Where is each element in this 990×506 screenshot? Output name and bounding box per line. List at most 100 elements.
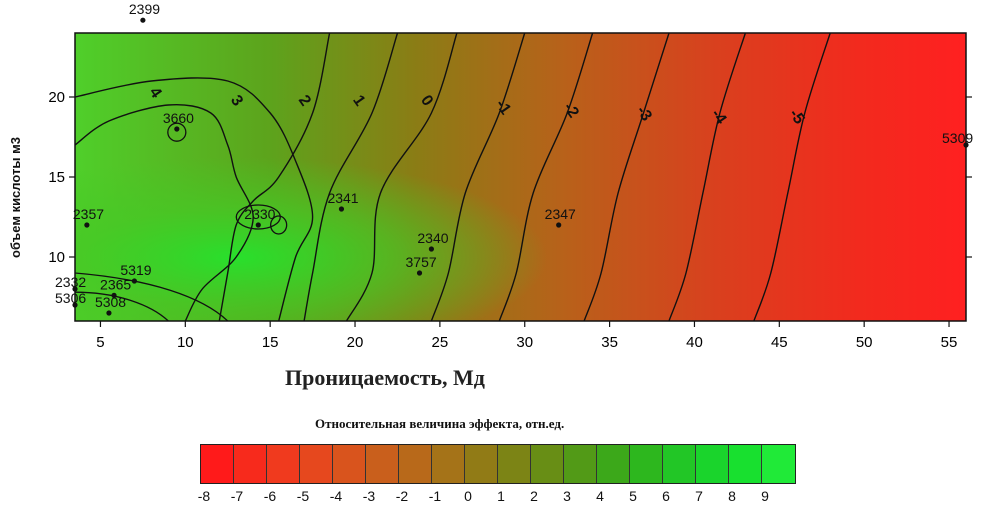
well-label: 2365 — [100, 276, 131, 292]
x-tick-label: 25 — [432, 334, 449, 351]
contour-line-5 — [75, 272, 229, 321]
closed-contour — [235, 204, 281, 230]
well-marker — [111, 292, 117, 298]
y-axis-label: объем кислоты м3 — [8, 137, 23, 258]
well-label: 5319 — [120, 262, 151, 278]
well-label: 3660 — [163, 110, 194, 126]
legend-tick-label: -6 — [263, 488, 277, 504]
well-label: 2341 — [327, 190, 358, 206]
x-tick-label: 50 — [856, 334, 873, 351]
well-label: 5306 — [55, 290, 86, 306]
well-marker — [140, 17, 146, 23]
legend-swatch — [399, 445, 432, 483]
contour-line-2 — [218, 33, 331, 321]
y-tick-label: 15 — [48, 169, 65, 186]
legend-swatch — [465, 445, 498, 483]
legend-swatch — [201, 445, 234, 483]
well-marker — [72, 286, 78, 292]
well-marker — [338, 206, 345, 212]
contour-line-1 — [303, 33, 399, 321]
legend-swatch — [333, 445, 366, 483]
color-legend — [200, 444, 796, 484]
legend-tick-label: -1 — [428, 488, 442, 504]
legend-swatch — [366, 445, 399, 483]
legend-swatch — [597, 445, 630, 483]
contour-line-6 — [75, 291, 169, 321]
well-label: 2399 — [129, 1, 160, 17]
legend-swatch — [696, 445, 729, 483]
legend-title: Относительная величина эффекта, отн.ед. — [315, 416, 565, 431]
contour-line--5 — [753, 33, 831, 321]
x-tick-label: 20 — [347, 334, 364, 351]
legend-tick-label: 9 — [761, 488, 769, 504]
legend-tick-label: -3 — [362, 488, 376, 504]
legend-tick-label: 4 — [596, 488, 604, 504]
well-marker — [131, 278, 137, 284]
contour-line--1 — [430, 33, 526, 321]
contour-line--3 — [583, 33, 670, 321]
well-label: 5309 — [942, 130, 973, 146]
well-marker — [84, 222, 90, 228]
well-label: 5308 — [95, 294, 126, 310]
legend-swatch — [564, 445, 597, 483]
legend-ticks: -8 -7 -6 -5 -4 -3 -2 -1 0 1 2 3 4 5 6 7 8 9 — [197, 488, 796, 504]
well-label: 2340 — [417, 230, 448, 246]
legend-swatch — [729, 445, 762, 483]
legend-tick-label: 0 — [464, 488, 472, 504]
contour-line-3 — [75, 77, 314, 321]
legend-tick-label: -7 — [230, 488, 244, 504]
legend-tick-label: -2 — [395, 488, 409, 504]
x-tick-label: 10 — [177, 334, 194, 351]
x-tick-label: 45 — [771, 334, 788, 351]
legend-tick-label: 7 — [695, 488, 703, 504]
x-tick-label: 5 — [96, 334, 104, 351]
well-label: 2347 — [545, 206, 576, 222]
legend-tick-label: -4 — [329, 488, 343, 504]
well-marker — [428, 246, 434, 252]
x-axis-label: Проницаемость, Мд — [285, 365, 485, 390]
legend-swatch — [663, 445, 696, 483]
contour-line-0 — [345, 33, 458, 321]
legend-tick-label: -5 — [296, 488, 310, 504]
contour-line--4 — [668, 33, 747, 321]
well-label: 2330 — [244, 206, 275, 222]
well-label: 3757 — [406, 254, 437, 270]
y-tick-label: 20 — [48, 89, 65, 106]
legend-tick-label: 8 — [728, 488, 736, 504]
legend-swatch — [234, 445, 267, 483]
x-tick-label: 15 — [262, 334, 279, 351]
legend-tick-label: 3 — [563, 488, 571, 504]
legend-swatch — [267, 445, 300, 483]
legend-swatch — [498, 445, 531, 483]
closed-contour — [167, 122, 187, 142]
well-label: 2357 — [73, 206, 104, 222]
well-marker — [174, 126, 180, 132]
x-tick-label: 35 — [601, 334, 618, 351]
x-tick-label: 55 — [941, 334, 958, 351]
legend-tick-label: 1 — [497, 488, 505, 504]
contour-line-4 — [75, 103, 254, 321]
x-tick-label: 30 — [516, 334, 533, 351]
legend-swatch — [300, 445, 333, 483]
well-marker — [416, 270, 423, 276]
legend-tick-label: 5 — [629, 488, 637, 504]
high-effect-zone — [75, 33, 966, 321]
legend-swatch — [432, 445, 465, 483]
legend-tick-label: 2 — [530, 488, 538, 504]
x-tick-label: 40 — [686, 334, 703, 351]
legend-swatch — [630, 445, 663, 483]
contour-line--2 — [498, 33, 594, 321]
well-marker — [106, 310, 112, 316]
well-marker — [963, 142, 969, 148]
well-marker — [556, 222, 562, 228]
y-tick-label: 10 — [48, 249, 65, 266]
well-marker — [255, 222, 261, 228]
well-marker — [72, 302, 78, 308]
legend-swatch — [762, 445, 795, 483]
legend-tick-label: 6 — [662, 488, 670, 504]
well-label: 2332 — [55, 274, 86, 290]
legend-tick-label: -8 — [197, 488, 211, 504]
legend-swatch — [531, 445, 564, 483]
closed-contour — [270, 215, 288, 235]
